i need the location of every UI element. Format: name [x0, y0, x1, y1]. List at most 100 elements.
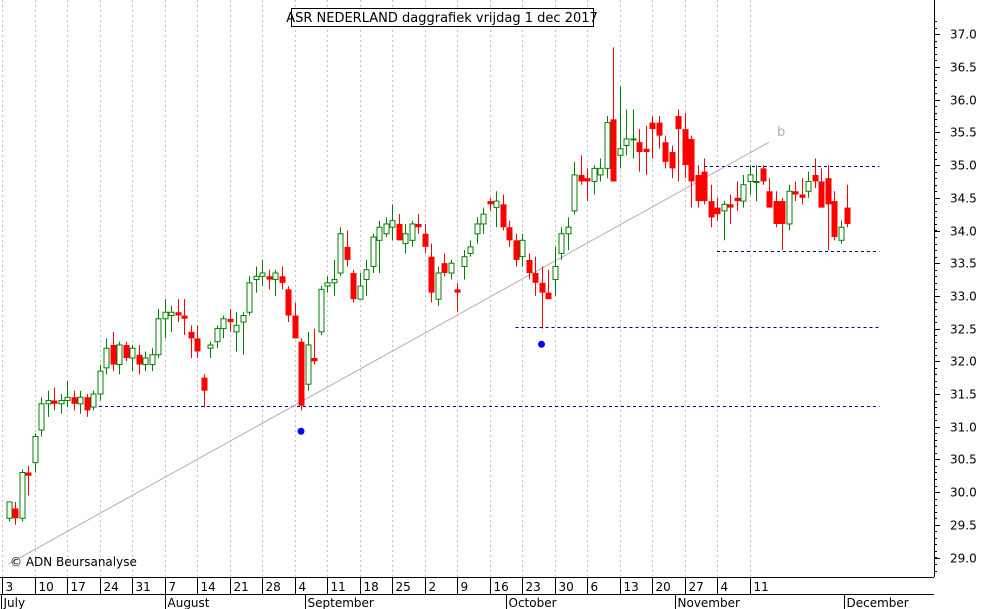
candle: [838, 220, 845, 244]
candle-body: [370, 236, 377, 267]
candle-body: [168, 311, 175, 317]
candle: [649, 116, 656, 159]
candle-body: [363, 269, 370, 281]
candle-body: [227, 318, 234, 323]
x-tick-label: 10: [39, 580, 54, 594]
candle-body: [77, 396, 84, 405]
candle: [675, 109, 682, 182]
candle-body: [110, 344, 117, 365]
candle-body: [825, 178, 832, 205]
candle: [246, 276, 253, 316]
candle-body: [441, 263, 448, 274]
candles: [6, 47, 851, 525]
candle-body: [305, 344, 312, 385]
candle-body: [727, 204, 734, 208]
candle: [389, 204, 396, 241]
month-label: October: [509, 596, 557, 609]
y-tick-label: 35.5: [950, 126, 977, 140]
candle: [155, 308, 162, 359]
candle-body: [480, 213, 487, 225]
candle: [597, 158, 604, 182]
candle-body: [552, 265, 559, 281]
candle-body: [129, 347, 136, 359]
x-tick-label: 2: [429, 580, 437, 594]
candle: [240, 312, 247, 355]
candle-body: [812, 174, 819, 182]
y-tick-label: 31.0: [950, 421, 977, 435]
candle: [110, 331, 117, 372]
candle: [214, 325, 221, 349]
candle-body: [285, 289, 292, 316]
candle-body: [175, 312, 182, 316]
candle: [6, 501, 13, 522]
x-tick-label: 4: [299, 580, 307, 594]
candle: [701, 158, 708, 205]
candle-body: [149, 354, 156, 366]
candle: [721, 201, 728, 241]
candle-body: [240, 315, 247, 323]
candle: [162, 299, 169, 339]
candle: [324, 276, 331, 293]
candle-body: [84, 397, 91, 411]
candle: [116, 341, 123, 375]
candle-body: [422, 233, 429, 247]
candle-body: [90, 393, 97, 408]
trend-line: [8, 141, 770, 565]
candle-body: [12, 508, 19, 519]
candle: [617, 86, 624, 169]
candle-body: [714, 207, 721, 215]
candle-body: [155, 318, 162, 356]
candle-body: [71, 397, 78, 404]
month-label: November: [678, 596, 740, 609]
candle: [636, 129, 643, 172]
candle: [142, 351, 149, 372]
candle: [84, 394, 91, 417]
candle: [298, 338, 305, 411]
candle: [415, 214, 422, 234]
candle: [565, 217, 572, 251]
candle-body: [734, 197, 741, 202]
candle-body: [818, 181, 825, 208]
y-tick-label: 32.5: [950, 323, 977, 337]
candle: [331, 259, 338, 296]
x-tick-label: 24: [104, 580, 119, 594]
candle-body: [493, 200, 500, 209]
x-tick-label: 13: [624, 580, 639, 594]
candle: [643, 125, 650, 175]
candle: [32, 433, 39, 473]
candle: [506, 220, 513, 247]
candle: [77, 390, 84, 414]
candle: [194, 325, 201, 359]
trend-label: b: [777, 125, 785, 140]
candle: [578, 155, 585, 185]
signal-marker: [297, 427, 305, 435]
y-tick-label: 31.5: [950, 388, 977, 402]
candle-body: [506, 227, 513, 241]
candle: [71, 390, 78, 411]
candle-body: [142, 357, 149, 366]
x-tick-label: 11: [754, 580, 769, 594]
candle: [818, 168, 825, 208]
candle-body: [760, 168, 767, 182]
candle-body: [532, 273, 539, 283]
candle: [272, 269, 279, 296]
candle: [539, 266, 546, 329]
candle: [825, 165, 832, 251]
month-label: August: [168, 596, 210, 609]
candle: [448, 259, 455, 280]
candle: [149, 348, 156, 372]
candle: [201, 374, 208, 408]
candle: [734, 181, 741, 211]
candle: [727, 194, 734, 224]
candle-body: [591, 167, 598, 182]
candle-body: [740, 184, 747, 202]
candle: [552, 246, 559, 296]
candle-body: [545, 292, 552, 300]
candle-body: [181, 315, 188, 319]
candle-body: [246, 282, 253, 313]
candle: [279, 266, 286, 290]
candle-body: [45, 400, 52, 405]
candle-body: [526, 259, 533, 274]
candle-body: [708, 201, 715, 218]
candle: [461, 250, 468, 280]
